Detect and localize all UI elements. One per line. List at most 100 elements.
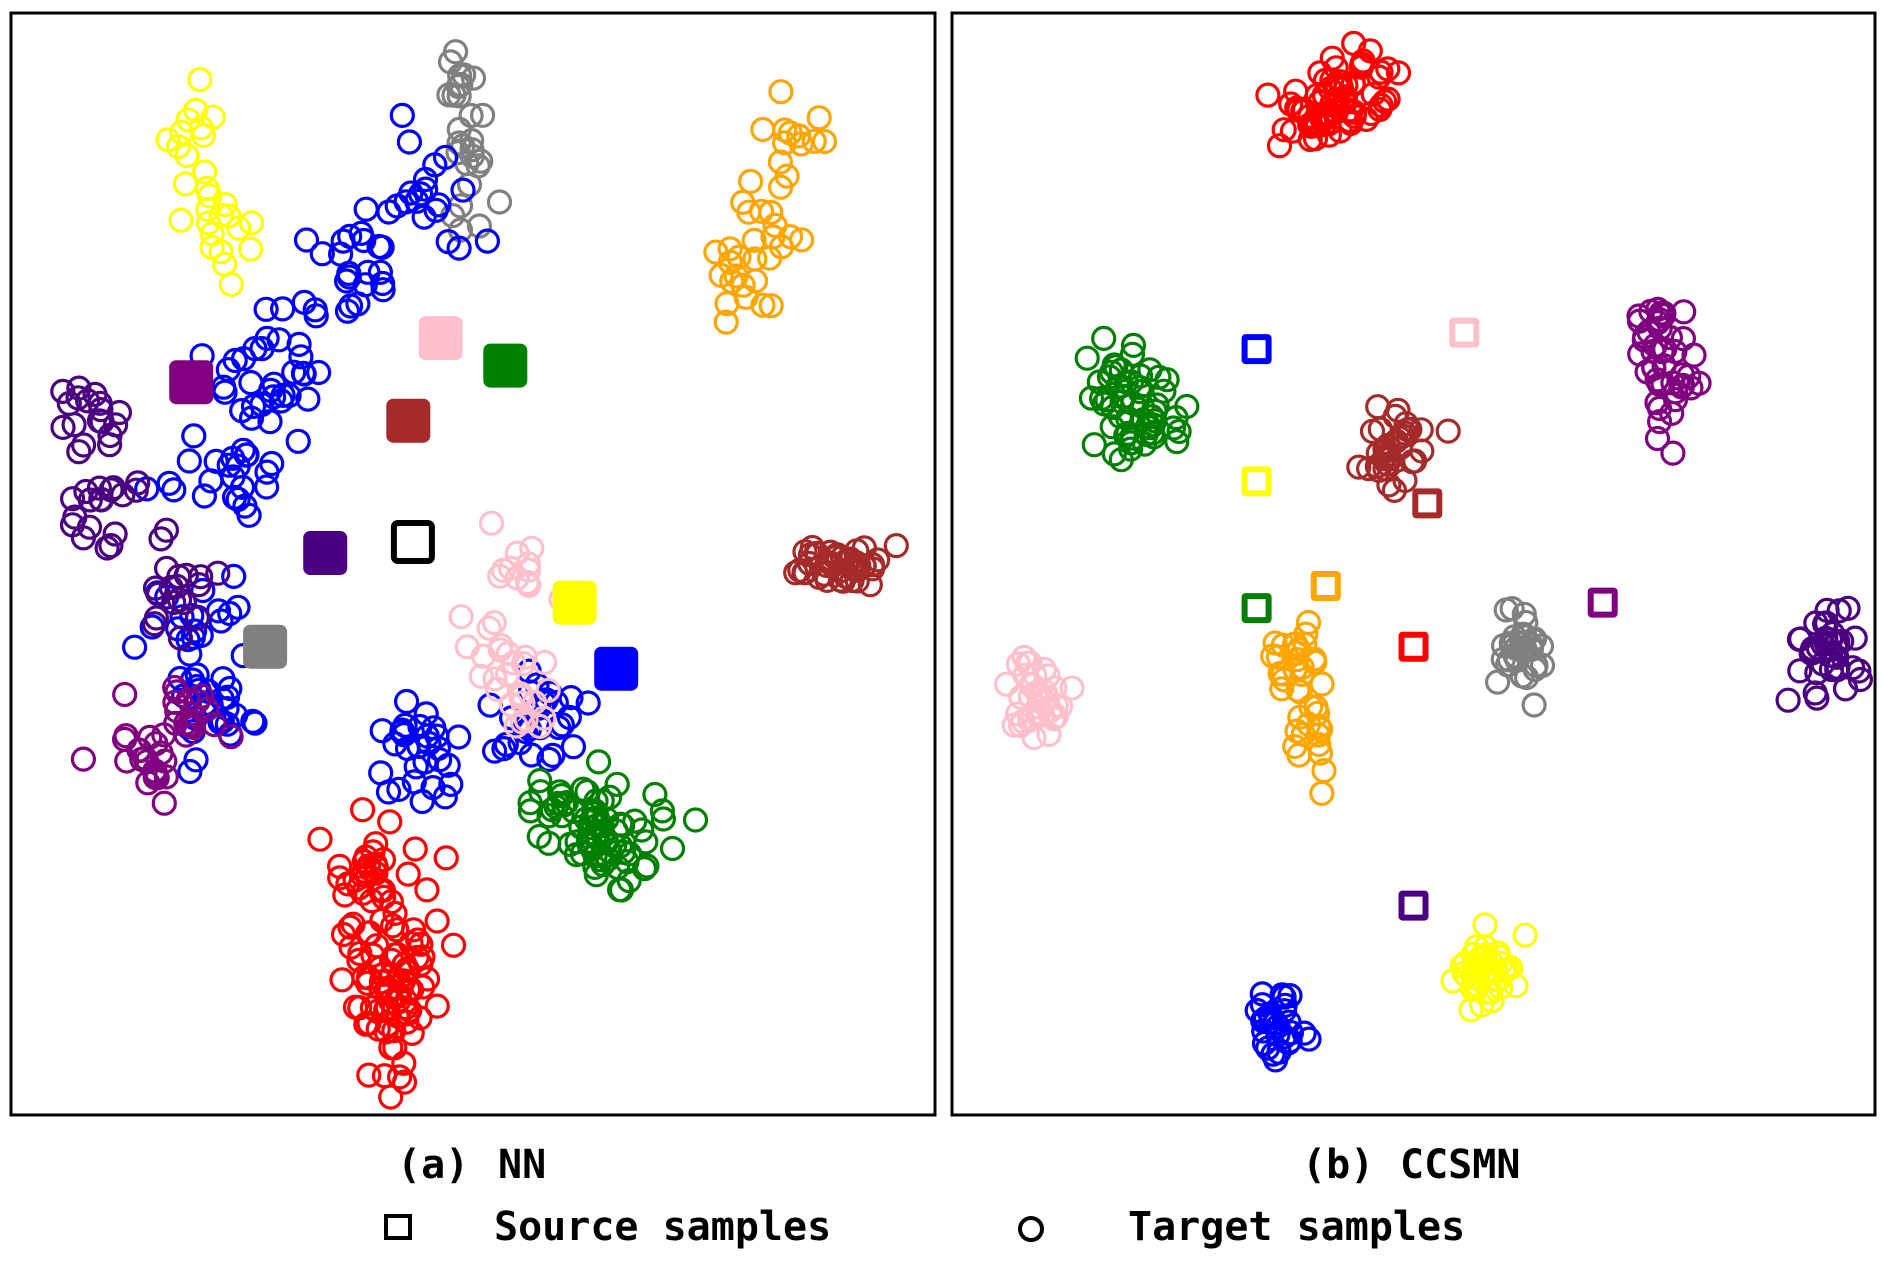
target-point-blue [234, 442, 260, 468]
target-point-pink [503, 713, 529, 739]
target-point-red [360, 839, 386, 865]
target-point-blue [238, 405, 265, 431]
target-point-gray [445, 73, 471, 100]
target-point-green [1074, 345, 1100, 371]
target-point-orange [1282, 631, 1309, 657]
target-point-blue [291, 289, 317, 315]
target-point-gray [1499, 595, 1525, 622]
target-point-green [536, 803, 562, 829]
source-point-red [1398, 631, 1429, 662]
target-point-orange [1309, 780, 1335, 806]
target-point-blue [432, 784, 458, 810]
target-point-purple [1646, 409, 1673, 435]
target-point-yellow [1479, 988, 1505, 1014]
target-point-blue [334, 298, 361, 324]
target-point-blue [1271, 984, 1297, 1010]
target-point-purple [1644, 425, 1671, 452]
target-point-brown [1387, 434, 1414, 461]
target-point-blue [293, 227, 320, 253]
target-point-yellow [195, 196, 221, 222]
target-point-blue [446, 724, 472, 750]
target-point-orange [756, 245, 783, 271]
target-point-green [649, 798, 676, 824]
target-point-blue [306, 359, 332, 386]
target-point-blue [309, 241, 335, 267]
target-point-green [585, 749, 612, 775]
target-point-red [424, 993, 450, 1019]
target-point-orange [768, 79, 794, 105]
target-point-purple [70, 746, 97, 772]
target-point-gray [466, 213, 492, 239]
legend: Source samples Target samples [384, 1204, 1465, 1250]
target-point-red [384, 1003, 410, 1029]
target-point-pink [488, 632, 514, 659]
target-point-red [332, 882, 358, 908]
target-point-indigo [1775, 687, 1801, 713]
target-point-red [1368, 92, 1394, 119]
target-point-red [377, 809, 403, 835]
target-point-red [395, 861, 421, 887]
target-point-brown [791, 559, 817, 586]
target-point-orange [750, 292, 776, 318]
target-point-brown [829, 544, 856, 571]
target-point-red [433, 845, 459, 871]
target-point-indigo [1804, 685, 1830, 711]
target-point-indigo [158, 574, 184, 601]
target-point-gray [470, 102, 496, 128]
target-point-blue [369, 718, 395, 744]
target-point-orange [713, 309, 739, 335]
caption-a-title: NN [498, 1142, 546, 1188]
target-point-green [583, 862, 609, 888]
target-point-red [307, 826, 333, 852]
target-point-pink [1040, 706, 1067, 732]
caption-b-title: CCSMN [1400, 1142, 1520, 1188]
target-point-yellow [168, 207, 194, 233]
target-point-red [1338, 99, 1364, 125]
target-point-pink [527, 713, 553, 740]
target-point-orange [801, 128, 827, 154]
target-point-purple [1662, 338, 1688, 365]
target-point-blue [394, 688, 420, 715]
target-point-red [381, 1017, 407, 1044]
target-point-yellow [1488, 950, 1514, 976]
target-point-blue [407, 713, 433, 740]
target-point-blue [276, 382, 302, 409]
source-point-blue [1241, 334, 1272, 365]
target-point-purple [164, 679, 190, 705]
legend-target-marker [1018, 1216, 1044, 1242]
target-point-orange [708, 262, 734, 288]
target-point-orange [1292, 631, 1318, 658]
target-point-blue [389, 717, 415, 743]
target-point-orange [737, 168, 764, 194]
target-point-red [378, 988, 404, 1014]
target-point-green [604, 771, 630, 797]
target-point-red [410, 974, 436, 1000]
target-point-blue [281, 359, 307, 385]
target-point-brown [1381, 477, 1408, 503]
source-point-yellow [552, 580, 597, 625]
target-point-pink [1059, 675, 1085, 701]
target-point-yellow [208, 202, 234, 228]
target-point-gray [1511, 601, 1537, 627]
target-point-blue [225, 594, 251, 620]
target-point-red [414, 877, 440, 903]
target-point-blue [575, 690, 601, 716]
target-point-red [1314, 104, 1341, 131]
target-point-red [356, 1062, 382, 1088]
target-point-purple [1636, 319, 1662, 345]
target-point-yellow [174, 142, 200, 169]
target-point-green [575, 829, 602, 856]
target-point-blue [403, 754, 429, 780]
panel-b [950, 11, 1877, 1117]
target-point-green [1091, 325, 1117, 351]
target-point-purple [189, 683, 215, 709]
target-point-indigo [74, 388, 101, 414]
target-point-pink [507, 681, 534, 707]
target-point-blue [426, 192, 452, 218]
target-point-orange [806, 105, 832, 131]
target-point-brown [1374, 441, 1401, 467]
target-point-pink [1036, 721, 1062, 748]
target-point-blue [240, 393, 267, 419]
target-point-red [369, 907, 395, 934]
target-point-gray [451, 62, 477, 88]
